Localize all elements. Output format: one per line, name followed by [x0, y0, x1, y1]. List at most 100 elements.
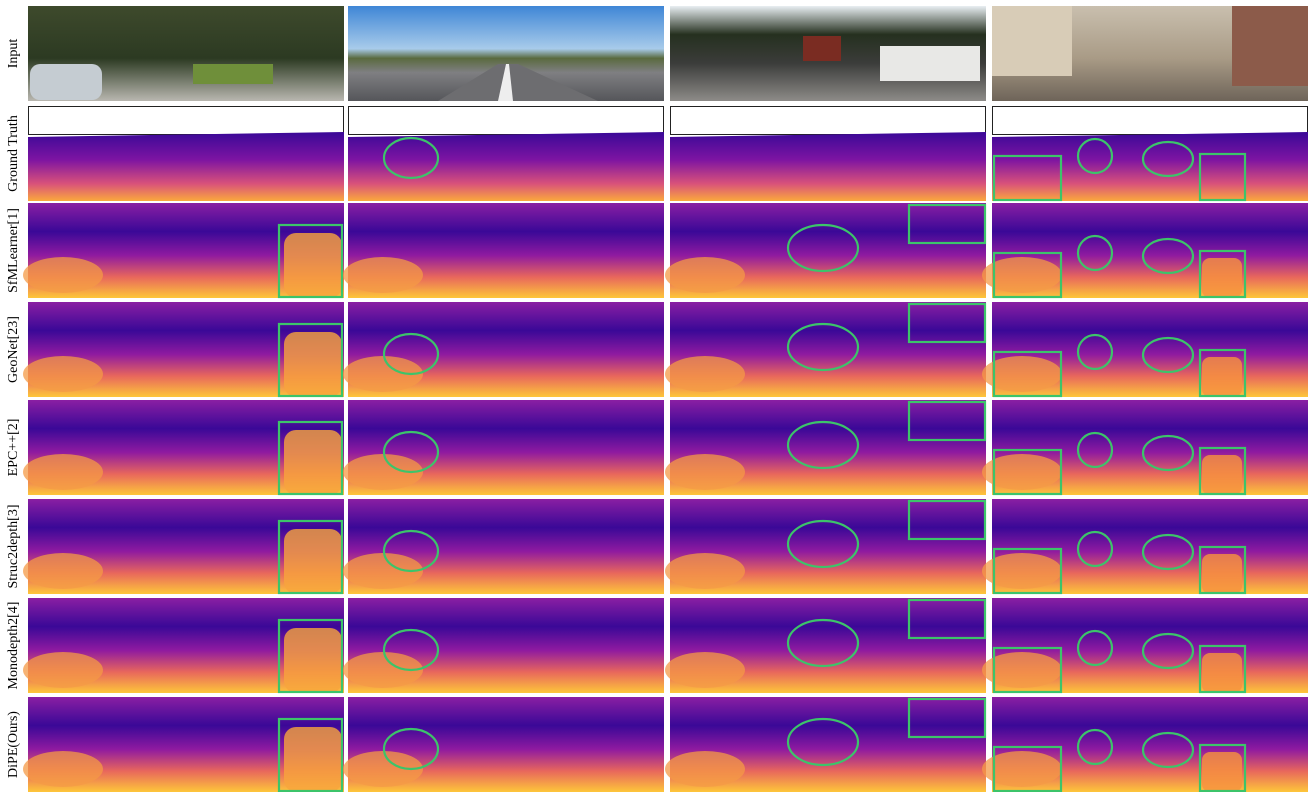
near-object	[23, 454, 103, 490]
near-object	[982, 257, 1062, 293]
row-label: Monodepth2[4]	[6, 602, 21, 690]
row-label: GeoNet[23]	[6, 316, 21, 383]
highlight-box	[277, 519, 344, 595]
highlight-ellipse	[786, 322, 860, 372]
highlight-box	[1198, 446, 1247, 496]
highlight-box	[992, 448, 1063, 496]
panel	[348, 106, 664, 201]
highlight-box	[907, 697, 987, 739]
ground-truth-depth	[670, 132, 986, 201]
panel	[23, 203, 344, 299]
panel	[665, 302, 987, 397]
panel	[982, 400, 1308, 496]
ground-truth-blank	[670, 106, 986, 135]
panel	[28, 106, 344, 201]
highlight-box	[907, 400, 987, 442]
near-object	[23, 356, 103, 392]
panel	[348, 6, 664, 101]
cyclist-depth	[284, 529, 342, 594]
near-object	[343, 553, 423, 589]
highlight-box	[992, 251, 1063, 299]
panel	[28, 6, 344, 101]
highlight-box	[992, 350, 1063, 398]
ground-truth-blank	[992, 106, 1308, 135]
highlight-ellipse	[382, 529, 440, 573]
row-label: EPC++[2]	[6, 419, 21, 477]
row-label: Struc2depth[3]	[6, 505, 21, 589]
cyclist-depth	[284, 727, 342, 792]
near-object	[23, 553, 103, 589]
ground-truth-depth	[28, 132, 344, 201]
highlight-ellipse	[382, 430, 440, 474]
row-label: SfMLearner[1]	[6, 208, 21, 293]
highlight-ellipse	[1141, 632, 1195, 670]
highlight-ellipse	[1141, 336, 1195, 374]
near-object	[23, 751, 103, 787]
near-object	[665, 751, 745, 787]
row-label: Ground Truth	[6, 115, 21, 192]
car	[30, 64, 102, 100]
cars	[880, 46, 980, 81]
highlight-ellipse	[1076, 333, 1114, 371]
highlight-box	[1198, 249, 1247, 299]
highlight-box	[907, 598, 987, 640]
ground-truth-depth	[992, 132, 1308, 201]
panel	[23, 499, 344, 595]
near-object	[982, 553, 1062, 589]
highlight-ellipse	[1076, 629, 1114, 667]
panel	[343, 598, 664, 693]
motorbike-depth	[1202, 455, 1242, 495]
near-object	[982, 356, 1062, 392]
panel	[343, 697, 664, 792]
motorbike-depth	[1202, 752, 1242, 792]
panel	[992, 106, 1308, 202]
highlight-box	[277, 322, 344, 398]
road	[438, 64, 598, 101]
near-object	[343, 751, 423, 787]
highlight-ellipse	[1141, 731, 1195, 769]
highlight-ellipse	[382, 628, 440, 672]
row-label: Input	[6, 39, 21, 69]
cyclist-depth	[284, 332, 342, 397]
panel	[343, 400, 664, 495]
highlight-box	[277, 420, 344, 496]
panel	[665, 400, 987, 495]
panel	[982, 697, 1308, 792]
row-label: DiPE(Ours)	[6, 711, 21, 778]
panel	[982, 598, 1308, 694]
building-left	[992, 6, 1072, 76]
panel	[665, 697, 987, 792]
highlight-ellipse	[382, 332, 440, 376]
highlight-ellipse	[786, 618, 860, 668]
highlight-box	[992, 154, 1063, 202]
highlight-box	[277, 223, 344, 299]
highlight-ellipse	[1076, 728, 1114, 766]
highlight-ellipse	[1141, 533, 1195, 571]
lane-line	[498, 64, 513, 101]
highlight-ellipse	[786, 420, 860, 470]
highlight-box	[1198, 545, 1247, 595]
highlight-ellipse	[382, 136, 440, 180]
near-object	[343, 257, 423, 293]
near-object	[23, 652, 103, 688]
highlight-box	[277, 717, 344, 792]
highlight-ellipse	[786, 223, 860, 273]
panel	[23, 400, 344, 496]
truck	[803, 36, 841, 61]
highlight-box	[907, 499, 987, 541]
highlight-ellipse	[786, 519, 860, 569]
highlight-box	[277, 618, 344, 694]
highlight-box	[1198, 152, 1247, 202]
highlight-ellipse	[1076, 431, 1114, 469]
panel	[343, 302, 664, 397]
near-object	[665, 356, 745, 392]
near-object	[665, 454, 745, 490]
motorbike-depth	[1202, 258, 1242, 298]
panel	[982, 203, 1308, 299]
near-object	[982, 454, 1062, 490]
motorbike-depth	[1202, 653, 1242, 693]
ground-truth-depth	[348, 132, 664, 201]
panel	[992, 6, 1308, 101]
